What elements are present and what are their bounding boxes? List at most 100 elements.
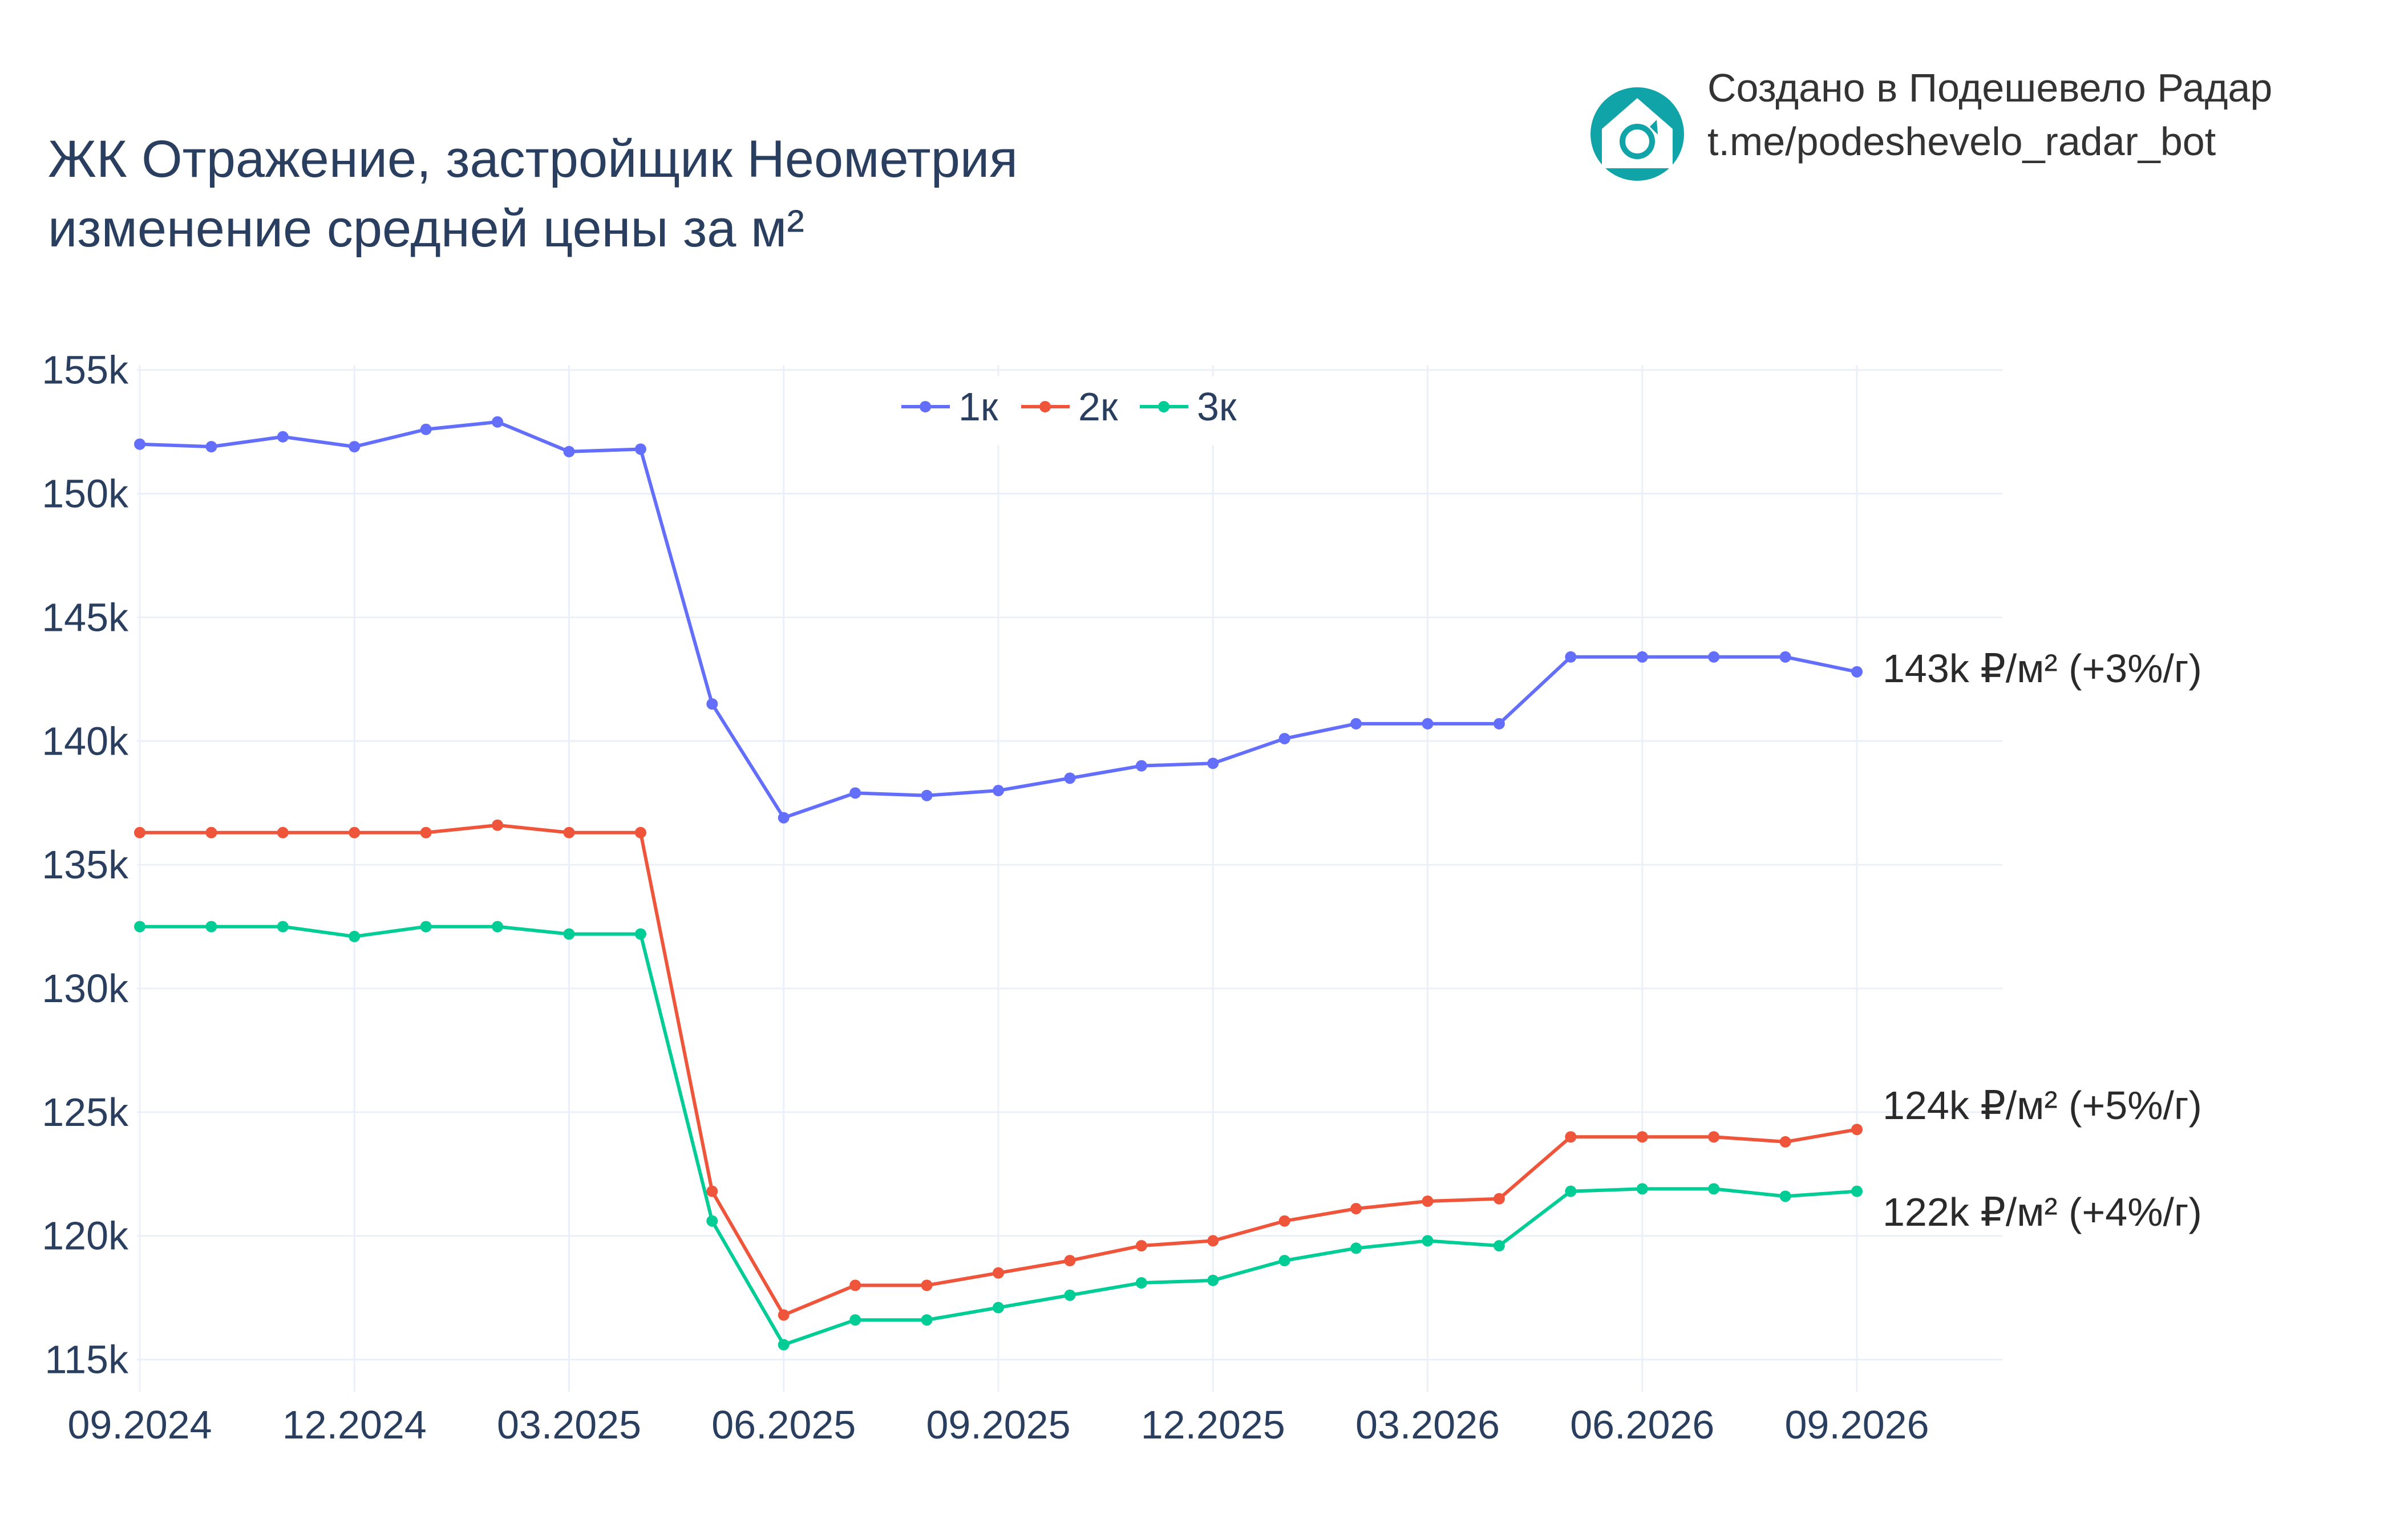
legend-marker [1158, 401, 1169, 412]
data-point [492, 416, 504, 428]
data-point [420, 921, 432, 933]
chart-title-line-2: изменение средней цены за м² [48, 200, 804, 258]
data-point [277, 921, 289, 933]
x-axis-ticks: 09.2024 12.2024 03.2025 06.2025 09.2025 12.20… [67, 1403, 1929, 1447]
data-point [1135, 760, 1147, 772]
data-point [849, 1279, 861, 1291]
y-axis-ticks: 115k 120k 125k 130k 135k 140k 145k 150k 155k [42, 348, 129, 1382]
data-point [134, 921, 145, 933]
data-point [563, 445, 575, 457]
data-point [1064, 1289, 1076, 1301]
data-point [1064, 772, 1076, 784]
legend-label: 1к [958, 384, 998, 429]
data-point [420, 423, 432, 435]
y-tick-label: 125k [42, 1090, 129, 1134]
x-tick-label: 03.2025 [497, 1403, 641, 1447]
data-point [1708, 651, 1720, 663]
y-tick-label: 130k [42, 966, 129, 1011]
x-tick-label: 06.2025 [711, 1403, 856, 1447]
data-point [921, 789, 933, 801]
data-point [1135, 1277, 1147, 1289]
data-point [849, 1314, 861, 1326]
series-1-group [134, 416, 1863, 824]
data-point [993, 785, 1004, 797]
house-refresh-icon [1590, 87, 1684, 181]
end-labels: 143k ₽/м² (+3%/г) 124k ₽/м² (+5%/г) 122k ₽… [1883, 646, 2202, 1234]
data-point [1350, 1203, 1362, 1215]
y-gridlines [137, 369, 2002, 1361]
data-point [1493, 718, 1505, 730]
branding: Создано в Подешевело Радар t.me/podeshev… [1590, 66, 2272, 181]
data-point [778, 812, 790, 824]
x-tick-label: 12.2024 [282, 1403, 427, 1447]
end-label-series-1: 143k ₽/м² (+3%/г) [1883, 646, 2202, 691]
data-point [1278, 1255, 1290, 1267]
data-point [706, 698, 718, 710]
data-point [205, 826, 217, 838]
data-point [1565, 1185, 1577, 1197]
data-point [563, 826, 575, 838]
data-point [1779, 1190, 1791, 1202]
x-gridlines [139, 365, 1858, 1392]
data-point [492, 921, 504, 933]
data-point [1565, 1131, 1577, 1143]
data-point [921, 1279, 933, 1291]
legend-marker [1039, 401, 1051, 412]
data-point [349, 826, 361, 838]
data-point [921, 1314, 933, 1326]
data-point [993, 1302, 1004, 1314]
data-point [634, 928, 646, 940]
data-point [205, 921, 217, 933]
data-point [1636, 1131, 1648, 1143]
branding-line-2: t.me/podeshevelo_radar_bot [1707, 119, 2216, 164]
y-tick-label: 120k [42, 1214, 129, 1258]
data-point [1207, 757, 1219, 769]
y-tick-label: 140k [42, 719, 129, 763]
data-point [1350, 718, 1362, 730]
data-point [1779, 1136, 1791, 1148]
data-point [134, 826, 145, 838]
data-point [205, 441, 217, 453]
data-point [778, 1309, 790, 1321]
data-point [563, 928, 575, 940]
data-point [1636, 1183, 1648, 1195]
y-tick-label: 155k [42, 348, 129, 392]
data-point [349, 441, 361, 453]
x-tick-label: 09.2026 [1784, 1403, 1929, 1447]
data-point [706, 1215, 718, 1227]
y-tick-label: 115k [44, 1338, 129, 1382]
data-point [778, 1339, 790, 1351]
legend-label: 2к [1078, 384, 1118, 429]
end-label-series-2: 124k ₽/м² (+5%/г) [1883, 1083, 2202, 1128]
x-tick-label: 06.2026 [1570, 1403, 1714, 1447]
data-point [492, 819, 504, 831]
data-point [1422, 1235, 1434, 1247]
y-tick-label: 135k [42, 842, 129, 887]
data-point [1851, 1124, 1863, 1136]
data-point [1493, 1193, 1505, 1205]
data-point [349, 930, 361, 942]
chart-title-line-1: ЖК Отражение, застройщик Неометрия [48, 130, 1018, 188]
data-point [1207, 1274, 1219, 1286]
legend-item-3: 3к [1140, 384, 1237, 429]
data-point [1422, 718, 1434, 730]
data-point [1851, 1185, 1863, 1197]
legend-item-2: 2к [1021, 384, 1118, 429]
data-point [134, 438, 145, 450]
data-point [1708, 1131, 1720, 1143]
series-2-group [134, 819, 1863, 1321]
legend-marker [920, 401, 931, 412]
data-point [706, 1185, 718, 1197]
x-tick-label: 09.2025 [926, 1403, 1070, 1447]
legend-label: 3к [1197, 384, 1237, 429]
branding-line-1: Создано в Подешевело Радар [1707, 66, 2272, 110]
data-point [1708, 1183, 1720, 1195]
data-point [849, 787, 861, 799]
data-point [1207, 1235, 1219, 1247]
y-tick-label: 145k [42, 595, 129, 639]
data-point [1064, 1255, 1076, 1267]
series-3-group [134, 921, 1863, 1351]
data-point [1636, 651, 1648, 663]
